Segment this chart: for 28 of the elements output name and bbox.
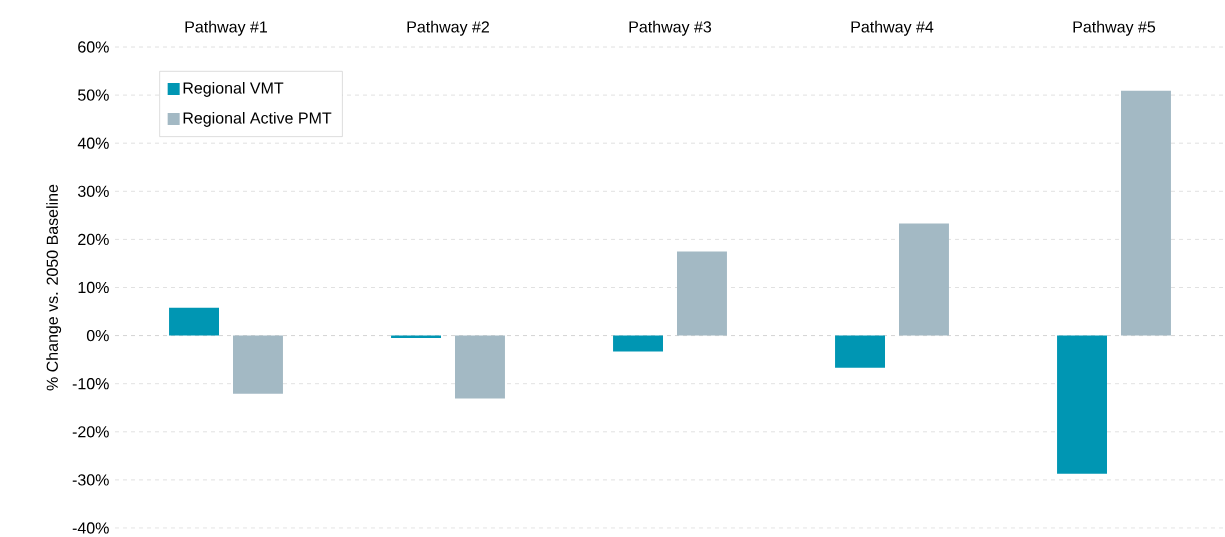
- y-tick-label: 20%: [78, 233, 109, 246]
- x-tick-label: Pathway #3: [629, 20, 712, 36]
- legend-label: Regional VMT: [183, 82, 284, 97]
- y-tick-label: 40%: [77, 137, 109, 149]
- y-tick-label: -30%: [72, 474, 109, 486]
- x-tick-label: Pathway #5: [1073, 20, 1156, 36]
- bar: [1057, 335, 1107, 474]
- bar: [677, 251, 727, 336]
- y-tick-label: 50%: [78, 89, 109, 101]
- y-tick-label: 60%: [78, 41, 109, 53]
- y-axis-title: % Change vs. 2050 Baseline: [46, 184, 62, 391]
- legend-label: Regional Active PMT: [183, 111, 332, 127]
- x-tick-label: Pathway #1: [185, 20, 267, 36]
- bar: [169, 307, 219, 336]
- bar: [613, 335, 663, 352]
- x-tick-label: Pathway #2: [407, 20, 489, 36]
- bar: [899, 223, 949, 336]
- y-tick-label: 30%: [77, 185, 109, 197]
- y-tick-label: 10%: [78, 281, 109, 294]
- y-tick-label: -20%: [72, 426, 109, 438]
- bar: [455, 335, 505, 399]
- bar: [233, 335, 283, 394]
- y-tick-label: -10%: [72, 378, 109, 390]
- y-tick-label: 0%: [86, 329, 109, 342]
- x-tick-label: Pathway #4: [851, 20, 934, 36]
- bar: [1121, 90, 1171, 336]
- bar: [835, 335, 885, 368]
- y-tick-label: -40%: [72, 522, 109, 534]
